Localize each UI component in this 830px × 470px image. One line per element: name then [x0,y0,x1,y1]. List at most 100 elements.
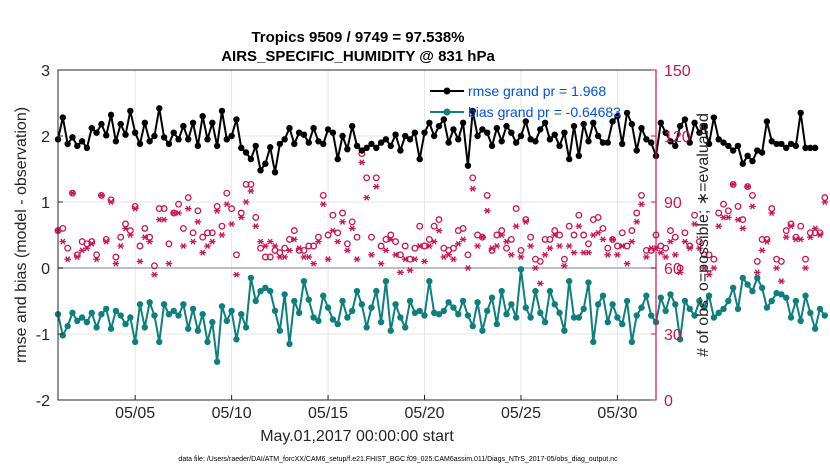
evaluated-marker-stroke [118,242,124,250]
possible-marker [604,244,612,252]
evaluated-marker-stroke [672,251,678,258]
possible-marker [165,240,173,248]
evaluated-marker [339,218,346,225]
evaluated-marker-stroke [98,192,104,199]
evaluated-marker-stroke [422,258,428,265]
evaluated-marker-stroke [180,242,186,250]
possible-marker [459,224,467,232]
y2-axis-label: # of obs: o=possible; ∗=evaluated [695,113,712,357]
rmse-marker [734,142,742,150]
legend: rmse grand pr = 1.968 bias grand pr = -0… [430,83,621,120]
y2-tick-label: 60 [664,261,682,278]
evaluated-marker-stroke [682,238,688,245]
evaluated-marker [141,234,149,241]
evaluated-marker-stroke [89,240,95,247]
x-axis-label: May.01,2017 00:00:00 start [260,428,454,445]
bias-marker [783,294,790,301]
y-tick-label: 1 [41,195,50,212]
rmse-marker [739,160,747,167]
evaluated-marker [450,256,457,263]
evaluated-marker-stroke [667,238,673,245]
evaluated-marker-stroke [349,225,355,232]
bias-marker [98,311,105,318]
bias-marker [281,291,288,298]
evaluated-marker [344,247,351,254]
evaluated-marker-stroke [508,251,514,258]
bias-marker [604,318,611,326]
evaluated-marker-stroke [759,247,765,254]
evaluated-marker [262,242,269,250]
possible-marker [242,180,250,188]
rmse-marker [647,139,655,146]
evaluated-marker-stroke [817,231,823,239]
bias-marker [498,287,505,295]
evaluated-marker-stroke [658,249,664,256]
evaluated-marker-stroke [822,198,828,206]
bias-marker [580,305,587,313]
y2-tick-label: 150 [664,63,691,80]
y-axis-right: 0 30 60 90 120 150 [651,63,691,410]
evaluated-marker-stroke [619,242,625,250]
rmse-marker [493,124,501,132]
bias-marker [802,292,809,299]
y2-tick-label: 90 [664,195,682,212]
rmse-marker [103,132,110,139]
rmse-marker [783,144,790,152]
evaluated-marker-stroke [605,251,611,258]
possible-marker [498,227,506,235]
possible-marker [223,189,231,197]
evaluated-marker-stroke [123,225,129,232]
evaluated-marker-stroke [301,253,307,261]
bias-marker [715,309,722,317]
evaluated-marker-stroke [725,214,731,221]
bias-marker [218,303,226,310]
evaluated-marker-stroke [94,256,100,263]
bias-marker [541,318,549,326]
bias-marker [479,327,486,334]
rmse-marker [426,119,433,127]
bias-marker [570,314,578,321]
evaluated-marker [618,242,626,250]
bias-marker [213,358,221,365]
evaluated-marker-stroke [277,253,283,261]
bias-marker [382,278,390,285]
rmse-marker [199,113,206,120]
bias-marker [165,311,173,318]
evaluated-marker [522,218,530,225]
evaluated-marker [78,247,86,254]
rmse-marker [402,132,409,140]
possible-marker [797,222,805,230]
bias-marker [266,287,274,295]
bias-marker [734,305,742,313]
evaluated-marker [257,238,264,245]
bias-marker [291,297,298,305]
rmse-marker [291,140,298,148]
bias-marker [295,309,303,317]
evaluated-marker [324,256,332,263]
rmse-marker [503,122,510,130]
bias-marker [392,301,399,308]
possible-marker [782,227,790,235]
bias-marker [271,307,279,315]
evaluated-marker-stroke [561,262,567,269]
evaluated-marker-stroke [354,256,360,263]
evaluated-marker-stroke [311,260,317,267]
evaluated-marker [59,238,67,245]
bias-marker [599,292,607,299]
evaluated-marker [459,236,467,243]
evaluated-marker [657,249,665,256]
rmse-marker [445,139,452,146]
rmse-marker [633,147,640,154]
evaluated-marker-stroke [663,253,669,261]
rmse-marker [430,132,438,140]
evaluated-marker-stroke [65,256,71,263]
y-tick-label: 0 [41,261,50,278]
evaluated-marker-stroke [547,245,553,252]
evaluated-marker-stroke [127,231,133,239]
possible-marker [667,227,674,235]
rmse-marker [705,140,713,148]
rmse-marker [599,139,607,146]
evaluated-marker [705,271,713,278]
rmse-marker [180,122,187,130]
evaluated-marker-stroke [634,218,640,225]
